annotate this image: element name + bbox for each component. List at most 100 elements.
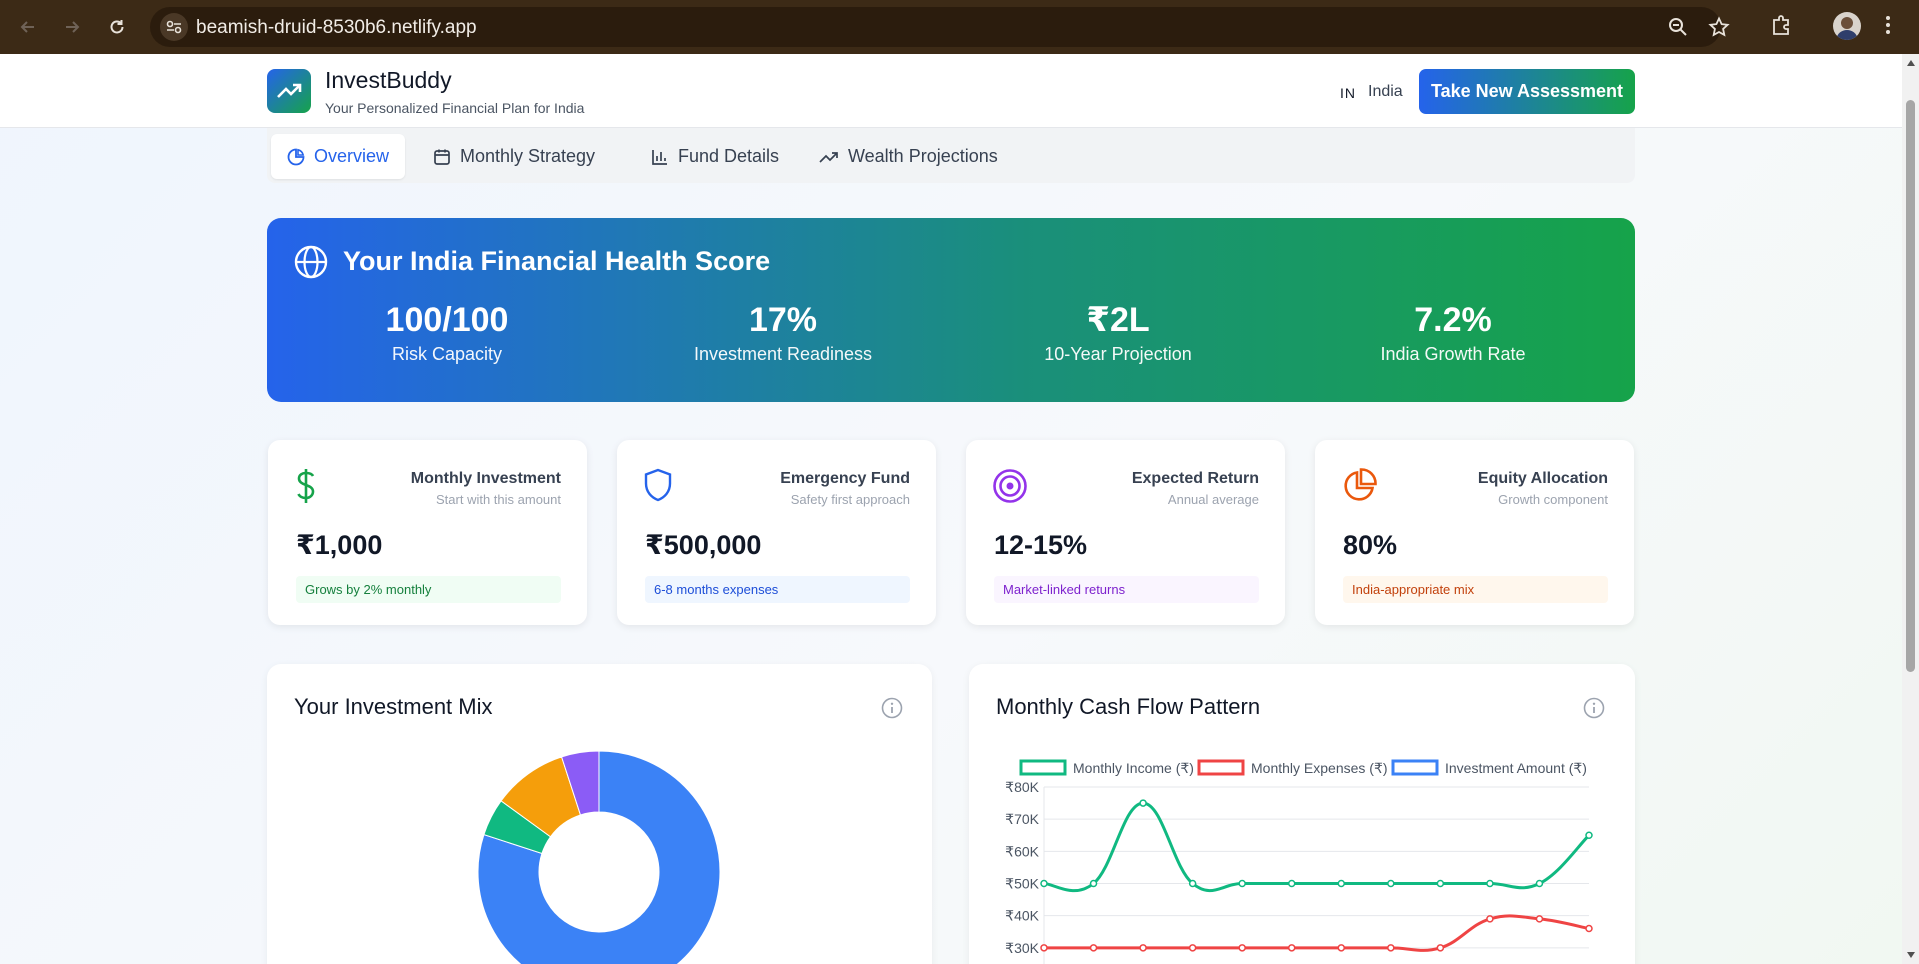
brand-tagline: Your Personalized Financial Plan for Ind… — [325, 100, 585, 116]
page-viewport: InvestBuddy Your Personalized Financial … — [0, 54, 1902, 964]
pie-chart-icon — [287, 148, 305, 165]
tab-bar: Overview Monthly Strategy Fund Details W… — [267, 128, 1635, 183]
data-point — [1337, 879, 1346, 888]
reload-icon[interactable] — [103, 13, 131, 41]
data-point — [1535, 915, 1544, 923]
tab-label: Monthly Strategy — [460, 146, 596, 166]
trending-up-icon — [819, 151, 838, 163]
tab-label: Fund Details — [678, 146, 780, 166]
site-info-icon[interactable] — [160, 13, 188, 41]
tab-label: Wealth Projections — [848, 146, 998, 166]
card-title: Monthly Investment — [410, 470, 561, 487]
country-code: IN — [1340, 85, 1356, 101]
data-point — [1188, 879, 1197, 888]
card-emergency-fund: Emergency Fund Safety first approach ₹50… — [617, 440, 936, 625]
scroll-up-arrow[interactable] — [1907, 60, 1915, 66]
metric-india-growth-rate: 7.2% India Growth Rate — [1303, 300, 1603, 365]
metric-10-year-projection: ₹2L 10-Year Projection — [968, 300, 1268, 365]
metric-label: 10-Year Projection — [1044, 344, 1192, 364]
data-point — [1089, 944, 1098, 952]
metric-value: 17% — [748, 301, 818, 339]
series-line — [1043, 914, 1590, 952]
health-title: Your India Financial Health Score — [343, 246, 771, 276]
tab-wealth-projections[interactable]: Wealth Projections — [803, 134, 1014, 179]
card-title: Emergency Fund — [780, 470, 910, 487]
data-point — [1188, 944, 1197, 952]
data-point — [1238, 879, 1246, 888]
info-icon[interactable] — [1583, 697, 1605, 719]
url-text: beamish-druid-8530b6.netlify.app — [196, 17, 477, 38]
back-icon[interactable] — [14, 13, 42, 41]
data-point — [1040, 944, 1048, 952]
brand-name: InvestBuddy — [325, 67, 452, 93]
y-tick-label: ₹60K — [1005, 843, 1039, 859]
metric-investment-readiness: 17% Investment Readiness — [633, 300, 933, 365]
legend-item: Investment Amount (₹) — [1391, 759, 1587, 776]
card-subtitle: Safety first approach — [790, 492, 910, 507]
globe-icon — [294, 245, 328, 279]
zoom-icon[interactable] — [1667, 16, 1689, 38]
metric-value: 7.2% — [1414, 301, 1492, 339]
tab-monthly-strategy[interactable]: Monthly Strategy — [417, 134, 611, 179]
trending-up-logo-icon — [267, 69, 311, 113]
bar-chart-icon — [652, 149, 667, 165]
scrollbar-thumb[interactable] — [1906, 100, 1915, 672]
tab-fund-details[interactable]: Fund Details — [635, 134, 795, 179]
legend-item: Monthly Expenses (₹) — [1197, 759, 1388, 776]
y-tick-label: ₹50K — [1005, 876, 1039, 892]
metric-value: 100/100 — [385, 301, 509, 339]
card-badge: Market-linked returns — [994, 576, 1259, 603]
data-point — [1287, 944, 1296, 952]
target-icon — [992, 468, 1028, 504]
health-score-banner: Your India Financial Health Score 100/10… — [267, 218, 1635, 402]
investment-mix-panel: Your Investment Mix — [267, 664, 932, 964]
panel-title: Monthly Cash Flow Pattern — [996, 694, 1261, 719]
data-point — [1585, 924, 1593, 933]
calendar-icon — [434, 149, 450, 165]
donut-slice — [560, 750, 600, 816]
legend-label: Monthly Expenses (₹) — [1251, 760, 1388, 776]
card-badge: Grows by 2% monthly — [296, 576, 561, 603]
card-subtitle: Annual average — [1167, 492, 1259, 507]
take-new-assessment-button[interactable]: Take New Assessment — [1419, 69, 1635, 114]
legend-swatch — [1391, 759, 1439, 776]
info-icon[interactable] — [881, 697, 903, 719]
page-scrollbar[interactable] — [1902, 54, 1919, 964]
data-point — [1337, 944, 1346, 952]
profile-avatar[interactable] — [1833, 12, 1861, 40]
metric-label: Investment Readiness — [693, 344, 873, 364]
card-value: ₹500,000 — [645, 530, 762, 560]
tab-overview[interactable]: Overview — [271, 134, 406, 179]
legend-label: Investment Amount (₹) — [1445, 760, 1587, 776]
address-bar[interactable]: beamish-druid-8530b6.netlify.app — [150, 7, 1730, 47]
data-point — [1535, 879, 1544, 888]
card-badge: 6-8 months expenses — [645, 576, 910, 603]
data-point — [1089, 879, 1098, 888]
card-value: ₹1,000 — [296, 530, 383, 560]
data-point — [1387, 944, 1395, 952]
menu-kebab-icon[interactable] — [1884, 13, 1892, 37]
card-subtitle: Start with this amount — [436, 492, 561, 507]
investment-mix-donut-chart — [477, 750, 721, 964]
card-title: Expected Return — [1131, 470, 1259, 487]
card-title: Equity Allocation — [1477, 470, 1608, 487]
pie-icon — [1341, 468, 1377, 504]
data-point — [1238, 944, 1246, 952]
dollar-icon — [294, 468, 318, 504]
data-point — [1436, 944, 1445, 952]
cash-flow-panel: Monthly Cash Flow Pattern Monthly Income… — [969, 664, 1635, 964]
legend-item: Monthly Income (₹) — [1019, 759, 1194, 776]
country-label: India — [1368, 83, 1403, 100]
data-point — [1436, 879, 1445, 888]
cash-flow-line-chart: Monthly Income (₹) Monthly Expenses (₹) In… — [1005, 759, 1593, 964]
shield-icon — [643, 468, 673, 502]
panel-title: Your Investment Mix — [294, 694, 493, 719]
app-header: InvestBuddy Your Personalized Financial … — [0, 54, 1902, 128]
metric-label: India Growth Rate — [1380, 344, 1526, 364]
card-monthly-investment: Monthly Investment Start with this amoun… — [268, 440, 587, 625]
legend-swatch — [1197, 759, 1245, 776]
scroll-down-arrow[interactable] — [1907, 952, 1915, 958]
extensions-icon[interactable] — [1770, 13, 1794, 37]
forward-icon[interactable] — [58, 13, 86, 41]
bookmark-star-icon[interactable] — [1708, 16, 1730, 38]
